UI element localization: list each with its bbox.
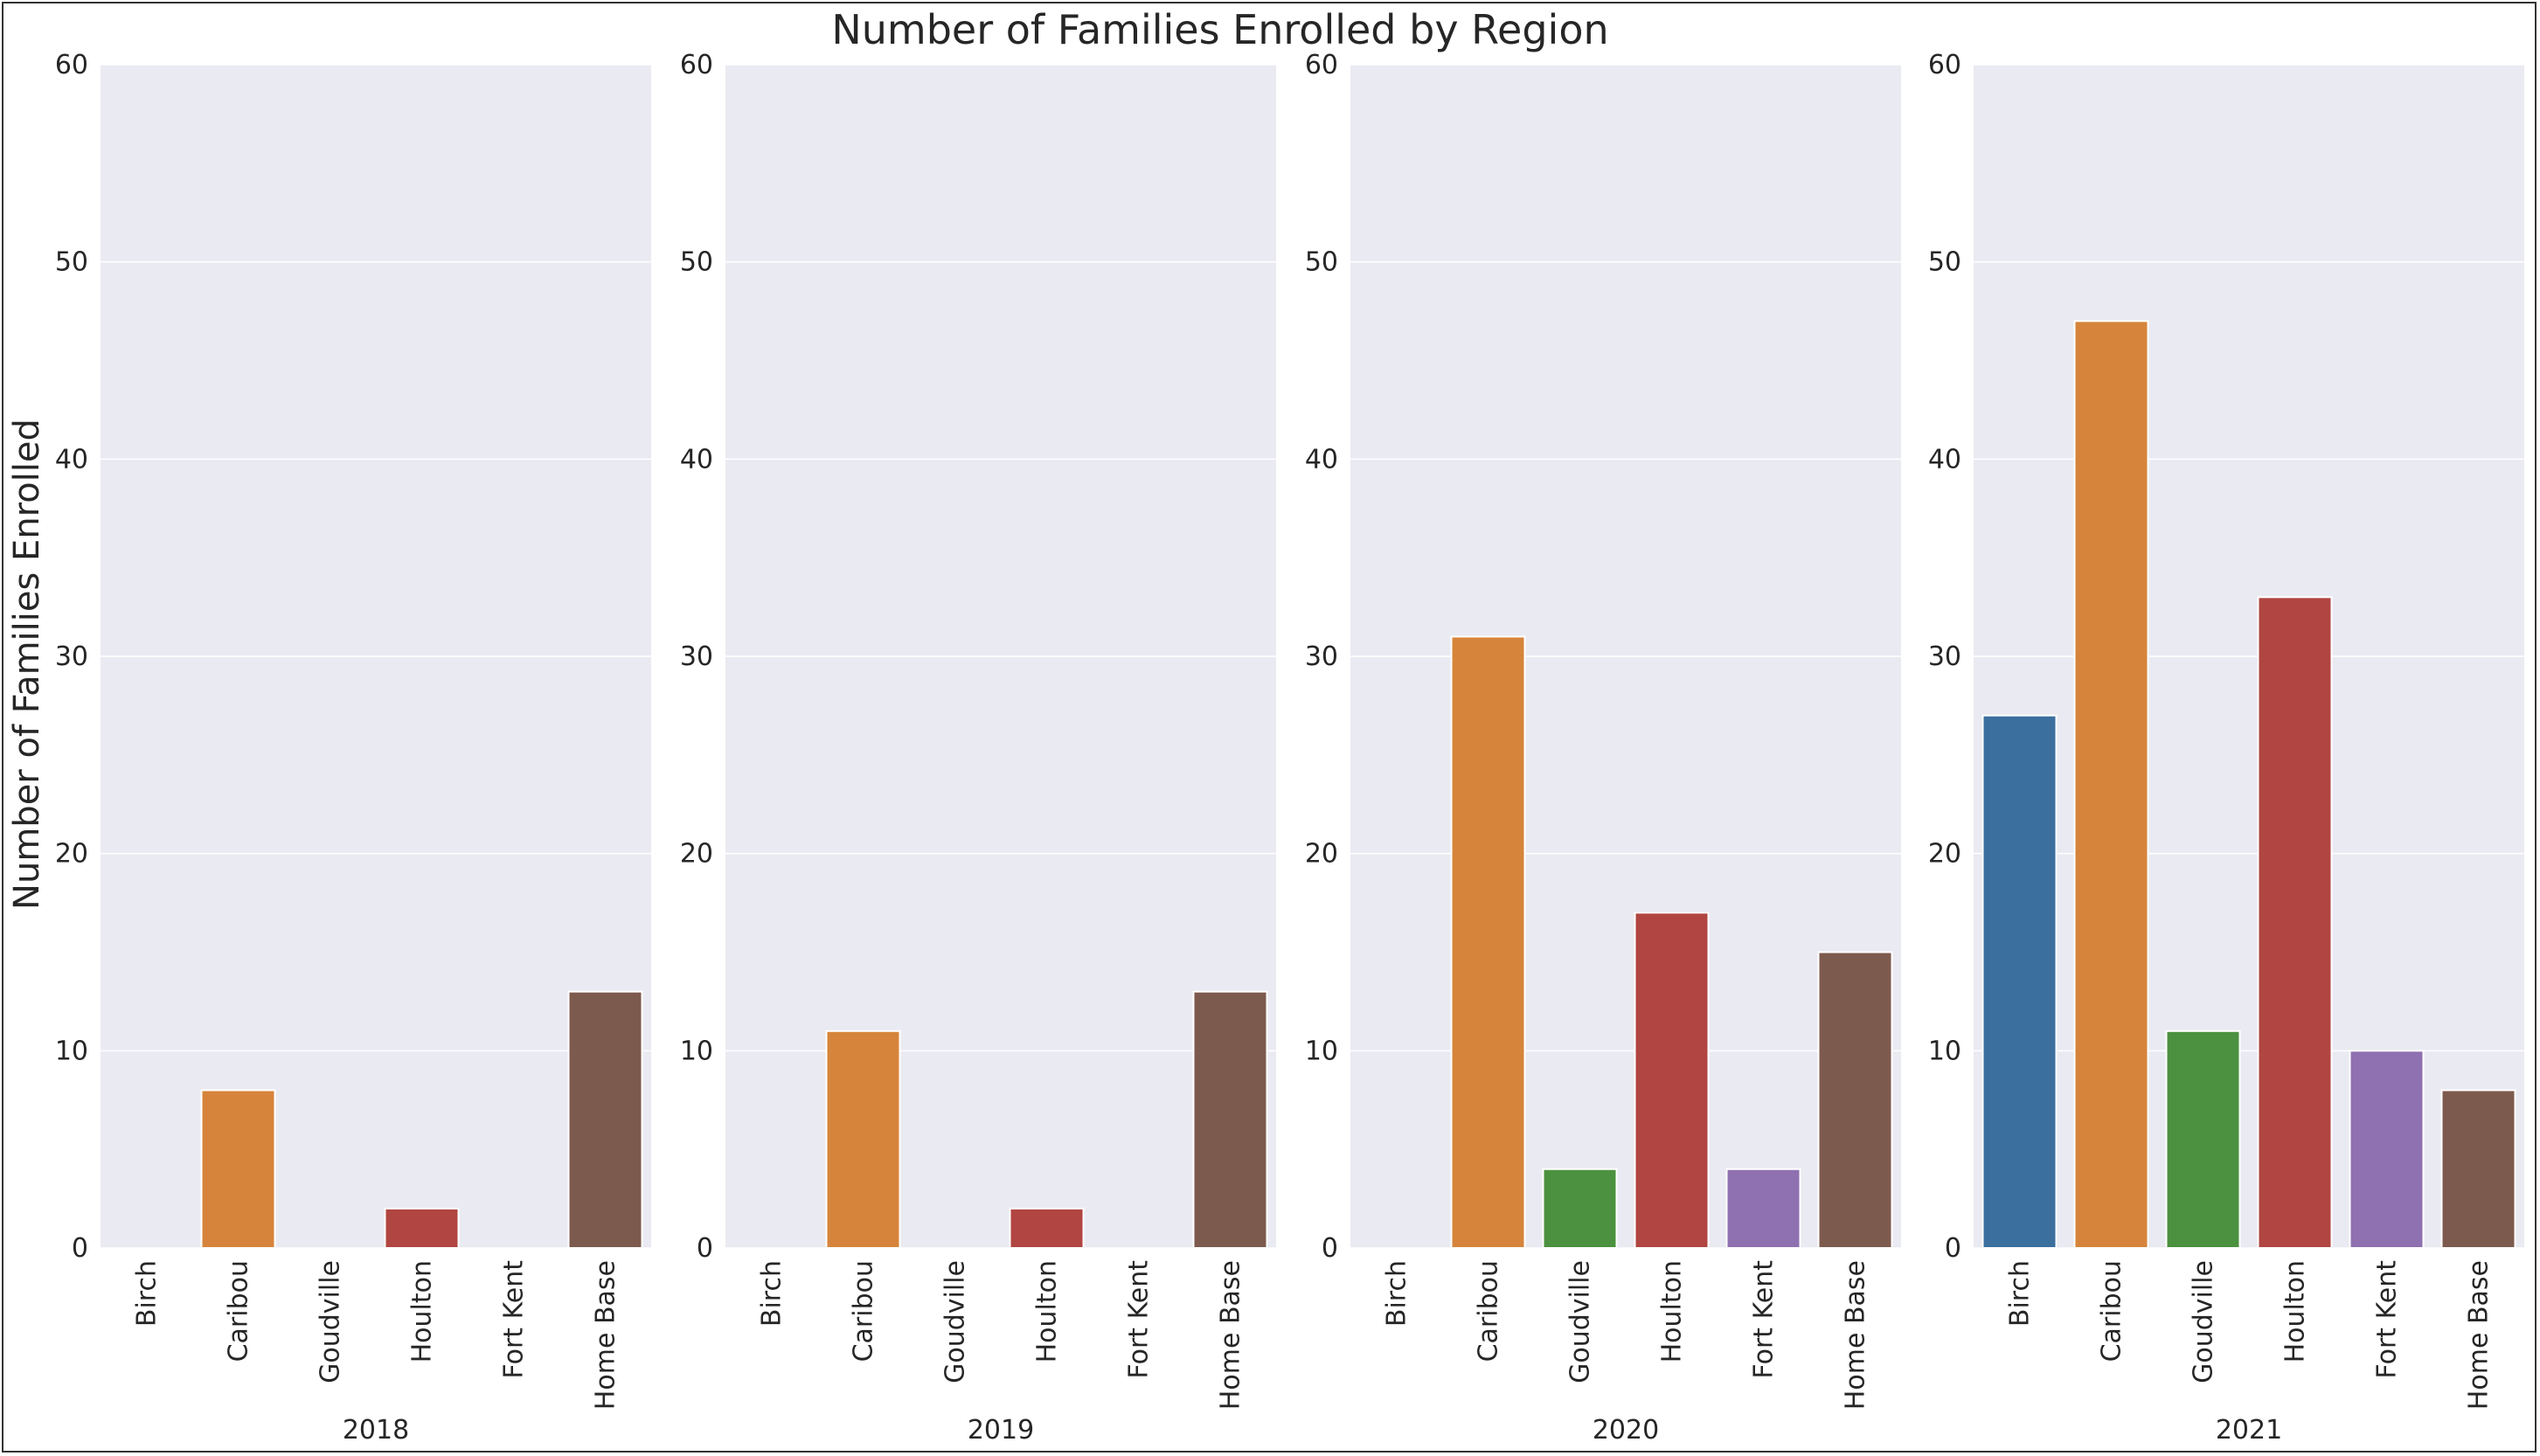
panel-2018: 0 10 20 30 40 50 60 Birch Caribou Goudville Houlto… bbox=[55, 50, 651, 1446]
bar-2021-goudville bbox=[2165, 1030, 2241, 1250]
x-tick-label: Birch bbox=[2005, 1260, 2036, 1327]
y-tick-label: 10 bbox=[1928, 1036, 1961, 1066]
x-tick-label: Home Base bbox=[1841, 1260, 1871, 1410]
bar-2018-caribou bbox=[200, 1089, 276, 1250]
y-tick-label: 30 bbox=[1305, 641, 1338, 672]
x-tick-label: Goudville bbox=[1565, 1260, 1596, 1383]
bar-2020-houlton bbox=[1634, 912, 1710, 1250]
y-tick-label: 30 bbox=[1928, 641, 1961, 672]
x-tick-label: Caribou bbox=[1474, 1260, 1504, 1362]
x-axis-label-2018: 2018 bbox=[343, 1415, 409, 1446]
y-tick-label: 50 bbox=[1305, 247, 1338, 278]
panel-2019: 0 10 20 30 40 50 60 Birch Caribou Goudville Houlto… bbox=[680, 50, 1276, 1446]
bar-2021-home-base bbox=[2440, 1089, 2516, 1250]
bar-2020-home-base bbox=[1817, 951, 1893, 1249]
x-tick-label: Caribou bbox=[2097, 1260, 2127, 1362]
y-tick-label: 40 bbox=[1928, 444, 1961, 475]
y-tick-label: 0 bbox=[1322, 1233, 1338, 1264]
x-tick-label: Goudville bbox=[2189, 1260, 2219, 1383]
x-tick-label: Fort Kent bbox=[499, 1260, 530, 1379]
y-tick-label: 60 bbox=[1928, 50, 1961, 80]
bar-2020-goudville bbox=[1542, 1168, 1618, 1249]
y-tick-label: 0 bbox=[697, 1233, 713, 1264]
bar-2021-fort-kent bbox=[2349, 1050, 2425, 1250]
y-tick-label: 50 bbox=[1928, 247, 1961, 278]
y-tick-label: 50 bbox=[680, 247, 713, 278]
x-tick-label: Houlton bbox=[407, 1260, 438, 1362]
x-tick-label: Houlton bbox=[1657, 1260, 1688, 1362]
bar-2021-houlton bbox=[2257, 596, 2333, 1249]
y-tick-label: 60 bbox=[1305, 50, 1338, 80]
x-tick-label: Goudville bbox=[940, 1260, 971, 1383]
chart-title: Number of Families Enrolled by Region bbox=[831, 6, 1608, 53]
bar-2020-fort-kent bbox=[1725, 1168, 1801, 1249]
y-tick-label: 20 bbox=[1928, 839, 1961, 870]
panel-2021: 0 10 20 30 40 50 60 Birch Caribou Goudville Houlto… bbox=[1928, 50, 2524, 1446]
y-tick-label: 20 bbox=[1305, 839, 1338, 870]
x-tick-label: Caribou bbox=[224, 1260, 254, 1362]
y-tick-label: 40 bbox=[1305, 444, 1338, 475]
y-tick-label: 30 bbox=[55, 641, 88, 672]
y-tick-label: 30 bbox=[680, 641, 713, 672]
y-tick-label: 10 bbox=[55, 1036, 88, 1066]
y-tick-label: 60 bbox=[680, 50, 713, 80]
bar-2021-caribou bbox=[2073, 320, 2149, 1249]
y-axis-label: Number of Families Enrolled bbox=[7, 419, 47, 910]
x-tick-label: Fort Kent bbox=[1124, 1260, 1155, 1379]
bar-2019-houlton bbox=[1009, 1207, 1085, 1250]
x-tick-label: Goudville bbox=[316, 1260, 346, 1383]
x-tick-label: Caribou bbox=[849, 1260, 879, 1362]
x-tick-label: Fort Kent bbox=[1749, 1260, 1780, 1379]
y-tick-label: 50 bbox=[55, 247, 88, 278]
x-axis-label-2021: 2021 bbox=[2216, 1415, 2282, 1446]
x-tick-label: Houlton bbox=[1032, 1260, 1063, 1362]
bar-2019-caribou bbox=[825, 1030, 901, 1250]
bar-2018-home-base bbox=[567, 990, 643, 1249]
x-tick-label: Birch bbox=[132, 1260, 163, 1327]
x-tick-label: Fort Kent bbox=[2372, 1260, 2403, 1379]
y-tick-label: 60 bbox=[55, 50, 88, 80]
y-tick-label: 20 bbox=[680, 839, 713, 870]
panels-group: 0 10 20 30 40 50 60 Birch Caribou Goudville Houlto… bbox=[55, 50, 2524, 1446]
x-tick-label: Home Base bbox=[591, 1260, 621, 1410]
y-tick-label: 0 bbox=[72, 1233, 88, 1264]
y-tick-label: 40 bbox=[55, 444, 88, 475]
y-tick-label: 40 bbox=[680, 444, 713, 475]
y-tick-label: 10 bbox=[1305, 1036, 1338, 1066]
x-tick-label: Home Base bbox=[1216, 1260, 1246, 1410]
y-tick-label: 20 bbox=[55, 839, 88, 870]
x-tick-label: Home Base bbox=[2464, 1260, 2495, 1410]
panel-2020: 0 10 20 30 40 50 60 Birch Caribou Goudville Houlto… bbox=[1305, 50, 1901, 1446]
bar-2020-caribou bbox=[1450, 635, 1526, 1249]
y-tick-label: 0 bbox=[1945, 1233, 1961, 1264]
bar-2019-home-base bbox=[1192, 990, 1268, 1249]
bar-2018-houlton bbox=[384, 1207, 460, 1250]
x-axis-label-2019: 2019 bbox=[968, 1415, 1034, 1446]
y-tick-label: 10 bbox=[680, 1036, 713, 1066]
x-tick-label: Birch bbox=[757, 1260, 788, 1327]
x-axis-label-2020: 2020 bbox=[1593, 1415, 1659, 1446]
x-tick-label: Birch bbox=[1382, 1260, 1412, 1327]
x-tick-label: Houlton bbox=[2280, 1260, 2311, 1362]
bar-2021-birch bbox=[1981, 714, 2058, 1249]
